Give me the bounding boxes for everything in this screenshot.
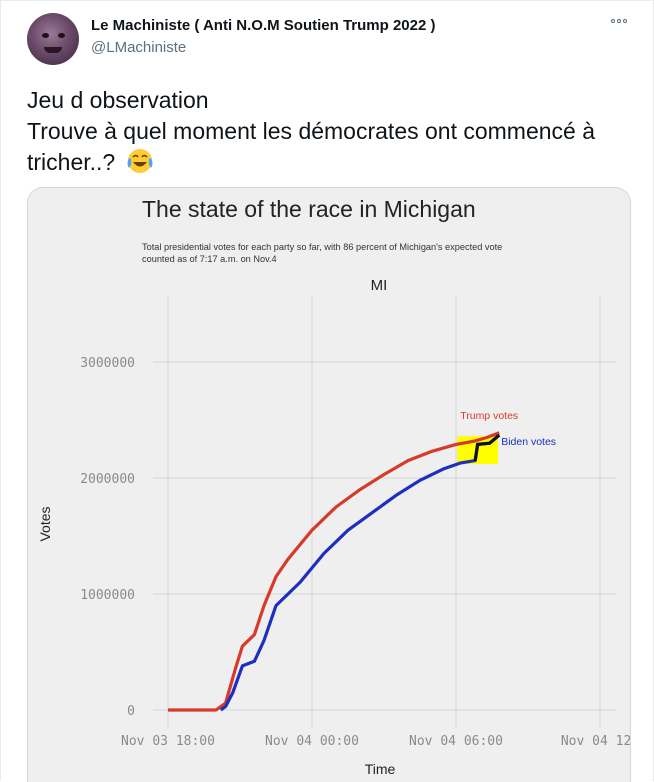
series-label: Trump votes [460, 410, 518, 422]
user-handle[interactable]: @LMachiniste [91, 39, 187, 56]
more-icon[interactable] [611, 13, 631, 29]
x-tick-label: Nov 04 00:00 [265, 734, 359, 749]
x-tick-label: Nov 04 12: [561, 734, 630, 749]
avatar-mouth [44, 47, 62, 53]
tweet-line: tricher..? [27, 147, 637, 178]
y-tick-label: 3000000 [80, 356, 135, 371]
y-axis: 0 1000000 2000000 3000000 [80, 356, 135, 719]
highlight-jump-line [473, 433, 501, 461]
tweet-line: Trouve à quel moment les démocrates ont … [27, 118, 596, 144]
chart-subtitle: counted as of 7:17 a.m. on Nov.4 [142, 254, 277, 264]
tweet-media-chart[interactable]: The state of the race in Michigan Total … [27, 187, 631, 782]
y-axis-label: Votes [37, 506, 53, 541]
series-label: Biden votes [501, 436, 556, 448]
x-axis: Nov 03 18:00 Nov 04 00:00 Nov 04 06:00 Nov … [121, 734, 630, 749]
tweet-text: Jeu d observation Trouve à quel moment l… [27, 85, 637, 178]
tweet-line: Jeu d observation [27, 87, 209, 113]
face-with-tears-of-joy-icon [127, 149, 153, 173]
tweet-line-text: tricher..? [27, 149, 116, 175]
y-tick-label: 1000000 [80, 588, 135, 603]
x-axis-label: Time [365, 761, 396, 777]
chart-series [168, 431, 501, 712]
series-labels: Trump votes Biden votes [460, 410, 556, 448]
y-tick-label: 2000000 [80, 472, 135, 487]
x-tick-label: Nov 04 06:00 [409, 734, 503, 749]
avatar[interactable] [27, 13, 79, 65]
chart-title: The state of the race in Michigan [142, 196, 476, 222]
x-tick-label: Nov 03 18:00 [121, 734, 215, 749]
chart-grid [153, 296, 616, 728]
trump-votes-line [168, 431, 500, 712]
biden-votes-line [219, 433, 501, 712]
display-name[interactable]: Le Machiniste ( Anti N.O.M Soutien Trump… [91, 17, 436, 34]
line-chart: The state of the race in Michigan Total … [37, 196, 630, 777]
avatar-eye [58, 33, 65, 38]
chart-subtitle: Total presidential votes for each party … [142, 242, 502, 252]
panel-label: MI [371, 277, 388, 294]
y-tick-label: 0 [127, 704, 135, 719]
avatar-eye [42, 33, 49, 38]
